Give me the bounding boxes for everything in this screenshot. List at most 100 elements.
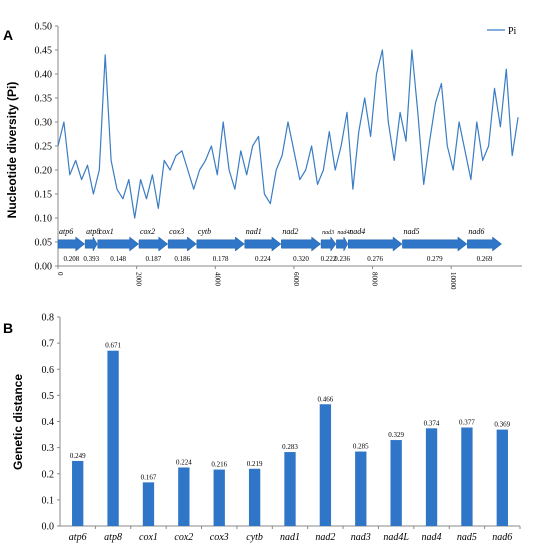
panel-b-chart: 0.0 0.1 0.2 0.3 0.4 0.5 0.6 0.7 0.8 0.249 atp6 0.67… — [42, 313, 521, 543]
panel-a-letter: A — [3, 27, 13, 43]
gene-arrow-nad1 — [244, 236, 282, 252]
panel-b-y-tick-label: 0.3 — [42, 443, 55, 454]
panel-a-y-tick-label: 0.05 — [35, 238, 53, 249]
gene-label-nad2: nad2 — [282, 227, 298, 236]
legend-label: Pi — [508, 26, 517, 37]
panel-a-y-tick-label: 0.20 — [35, 166, 53, 177]
panel-a-y-tick-label: 0.40 — [35, 70, 53, 81]
panel-a-y-tick-label: 0.45 — [35, 46, 53, 57]
bar-value-nad4L: 0.329 — [388, 431, 404, 439]
gene-label-nad4: nad4 — [349, 227, 365, 236]
gene-pi-nad3: 0.222 — [321, 255, 337, 263]
bar-value-atp8: 0.671 — [105, 342, 121, 350]
bar-nad3 — [355, 451, 367, 526]
panel-a-y-tick-label: 0.25 — [35, 142, 53, 153]
bar-atp8 — [107, 350, 119, 526]
gene-arrow-cox1 — [97, 236, 140, 252]
panel-a-legend: Pi — [487, 26, 517, 37]
bar-cytb — [248, 468, 261, 526]
panel-b-y-tick-label: 0.5 — [42, 391, 55, 402]
gene-label-nad4L: nad4L — [337, 229, 353, 236]
gene-pi-nad4L: 0.236 — [334, 255, 350, 263]
gene-arrow-atp6 — [57, 236, 86, 252]
x-label-nad1: nad1 — [280, 532, 300, 543]
panel-a-y-tick-label: 0.15 — [35, 190, 53, 201]
bar-value-cox3: 0.216 — [211, 461, 227, 469]
bar-value-nad2: 0.466 — [318, 395, 334, 403]
x-label-cox3: cox3 — [210, 532, 229, 543]
panel-b-y-tick-label: 0.7 — [42, 339, 55, 350]
gene-label-cytb: cytb — [198, 227, 211, 236]
bar-nad2 — [319, 404, 332, 526]
panel-b-y-tick-label: 0.1 — [42, 495, 55, 506]
gene-label-nad5: nad5 — [403, 227, 419, 236]
bar-value-nad5: 0.377 — [459, 419, 475, 427]
x-label-nad3: nad3 — [351, 532, 371, 543]
gene-pi-atp6: 0.208 — [63, 255, 79, 263]
panel-a-x-tick-label: 10000 — [449, 272, 457, 290]
gene-arrow-nad4L — [336, 236, 349, 252]
gene-label-nad3: nad3 — [322, 230, 334, 236]
gene-pi-cox3: 0.186 — [174, 255, 190, 263]
gene-label-cox1: cox1 — [99, 227, 114, 236]
bar-value-nad4: 0.374 — [424, 419, 440, 427]
panel-a-x-tick-label: 2000 — [135, 272, 143, 287]
gene-arrow-nad5 — [402, 236, 468, 252]
panel-b-letter: B — [3, 320, 13, 336]
gene-pi-atp8: 0.393 — [83, 255, 99, 263]
gene-label-nad1: nad1 — [246, 227, 262, 236]
bar-value-nad6: 0.369 — [494, 421, 510, 429]
gene-pi-nad2: 0.320 — [293, 255, 309, 263]
gene-arrow-nad6 — [467, 236, 502, 252]
panel-a-x-tick-label: 4000 — [213, 272, 221, 287]
panel-b-y-tick-label: 0.0 — [42, 522, 55, 533]
bar-nad1 — [284, 452, 296, 526]
panel-a-ylabel: Nucleotide diversity (Pi) — [5, 82, 19, 219]
x-label-cox2: cox2 — [174, 532, 193, 543]
x-label-nad2: nad2 — [315, 532, 335, 543]
gene-pi-nad6: 0.269 — [477, 255, 493, 263]
bar-nad5 — [461, 427, 473, 526]
bar-nad4 — [425, 428, 438, 526]
panel-a-chart: 0.00 0.05 0.10 0.15 0.20 0.25 0.30 0.35 0.40 0.45… — [35, 22, 522, 290]
panel-a-x-tick-label: 0 — [56, 272, 64, 276]
gene-label-atp8: atp8 — [86, 227, 100, 236]
gene-pi-nad1: 0.224 — [255, 255, 271, 263]
x-label-atp6: atp6 — [69, 532, 87, 543]
gene-pi-cox2: 0.187 — [145, 255, 161, 263]
panel-a-y-tick-label: 0.35 — [35, 94, 53, 105]
bar-cox3 — [213, 469, 225, 526]
gene-label-cox2: cox2 — [140, 227, 155, 236]
panel-b-ylabel: Genetic distance — [11, 374, 25, 470]
bar-cox2 — [178, 467, 190, 526]
x-label-nad5: nad5 — [457, 532, 477, 543]
panel-b-y-tick-label: 0.2 — [42, 469, 55, 480]
gene-label-cox3: cox3 — [169, 227, 184, 236]
bar-nad4L — [390, 440, 402, 526]
gene-pi-cytb: 0.178 — [213, 255, 229, 263]
pi-series-line — [57, 49, 519, 219]
panel-b-y-tick-label: 0.4 — [42, 417, 55, 428]
gene-arrow-nad3 — [320, 236, 337, 252]
bar-atp6 — [72, 460, 84, 526]
panel-a-y-tick-label: 0.50 — [35, 22, 53, 33]
x-label-nad4L: nad4L — [383, 532, 409, 543]
x-label-nad6: nad6 — [492, 532, 512, 543]
panel-a-y-tick-label: 0.10 — [35, 214, 53, 225]
gene-arrow-atp8 — [84, 236, 98, 252]
bar-value-nad1: 0.283 — [282, 443, 298, 451]
gene-pi-nad5: 0.279 — [427, 255, 443, 263]
gene-arrow-cox3 — [167, 236, 197, 252]
gene-pi-nad4: 0.276 — [367, 255, 383, 263]
panel-a-x-tick-label: 8000 — [371, 272, 379, 287]
gene-arrow-cytb — [196, 236, 245, 252]
bar-value-cytb: 0.219 — [247, 460, 263, 468]
gene-label-atp6: atp6 — [59, 227, 73, 236]
x-label-nad4: nad4 — [422, 532, 442, 543]
gene-arrow-nad2 — [281, 236, 322, 252]
bar-nad6 — [496, 429, 508, 526]
gene-label-nad6: nad6 — [468, 227, 484, 236]
panel-a-y-tick-label: 0.00 — [35, 262, 53, 273]
gene-arrow-cox2 — [138, 236, 169, 252]
